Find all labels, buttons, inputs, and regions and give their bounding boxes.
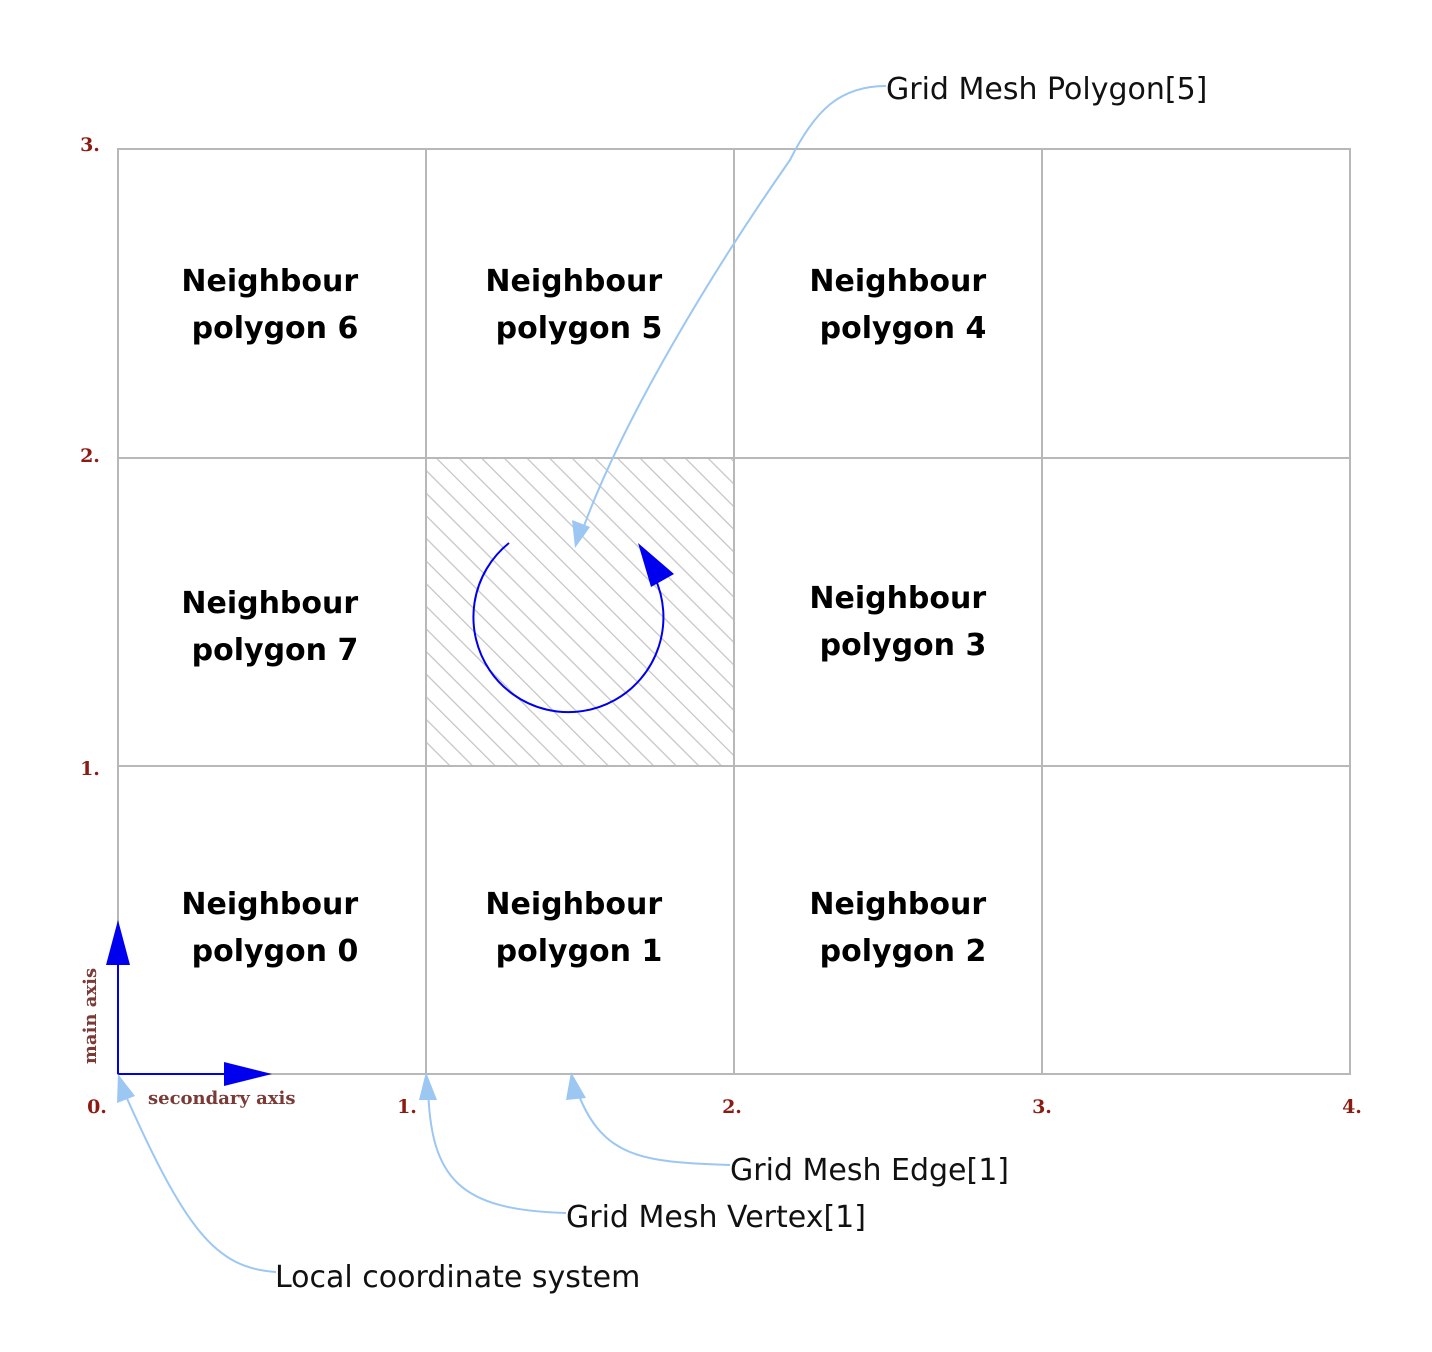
- secondary-axis-arrowhead: [224, 1062, 272, 1086]
- cell-label-0: Neighbour polygon 0: [181, 887, 368, 969]
- edge-callout-label: Grid Mesh Edge[1]: [730, 1153, 1009, 1188]
- winding-arrowhead: [638, 543, 674, 587]
- polygon-callout-arrowhead: [572, 520, 590, 548]
- winding-order-arrow: [472, 542, 674, 714]
- main-axis-label: main axis: [80, 968, 101, 1064]
- main-axis-arrowhead: [106, 920, 130, 965]
- y-tick-labels: 1. 2. 3.: [80, 134, 100, 780]
- vertex-callout-line: [427, 1084, 567, 1214]
- x-tick-4: 4.: [1342, 1096, 1362, 1118]
- cell-label-5: Neighbour polygon 5: [485, 264, 672, 346]
- y-tick-2: 2.: [80, 445, 100, 467]
- polygon-callout-label: Grid Mesh Polygon[5]: [886, 72, 1207, 107]
- x-tick-1: 1.: [397, 1096, 417, 1118]
- y-tick-3: 3.: [80, 134, 100, 156]
- cell-label-1: Neighbour polygon 1: [485, 887, 672, 969]
- winding-arc: [472, 542, 665, 714]
- cell-labels: Neighbour polygon 0 Neighbour polygon 1 …: [181, 264, 996, 969]
- local-coords-callout-label: Local coordinate system: [275, 1260, 640, 1295]
- grid: [117, 148, 1351, 1075]
- edge-callout-line: [574, 1084, 731, 1166]
- callouts: Grid Mesh Polygon[5] Grid Mesh Edge[1] G…: [117, 72, 1207, 1295]
- vertex-callout-label: Grid Mesh Vertex[1]: [566, 1200, 866, 1235]
- current-polygon-hatch: [426, 458, 734, 766]
- local-axes: main axis secondary axis: [80, 920, 295, 1109]
- edge-callout-arrowhead: [566, 1072, 586, 1100]
- vertex-callout-arrowhead: [419, 1072, 437, 1100]
- x-tick-0: 0.: [87, 1096, 107, 1118]
- x-tick-3: 3.: [1032, 1096, 1052, 1118]
- x-tick-2: 2.: [722, 1096, 742, 1118]
- cell-label-6: Neighbour polygon 6: [181, 264, 368, 346]
- x-tick-labels: 0. 1. 2. 3. 4.: [87, 1096, 1362, 1118]
- y-tick-1: 1.: [80, 758, 100, 780]
- cell-label-3: Neighbour polygon 3: [809, 581, 996, 663]
- polygon-callout-line: [578, 85, 887, 541]
- cell-label-7: Neighbour polygon 7: [181, 586, 368, 668]
- local-coords-callout-line: [120, 1084, 277, 1273]
- secondary-axis-label: secondary axis: [148, 1088, 295, 1109]
- local-coords-callout-arrowhead: [117, 1074, 135, 1103]
- cell-label-4: Neighbour polygon 4: [809, 264, 996, 346]
- cell-label-2: Neighbour polygon 2: [809, 887, 996, 969]
